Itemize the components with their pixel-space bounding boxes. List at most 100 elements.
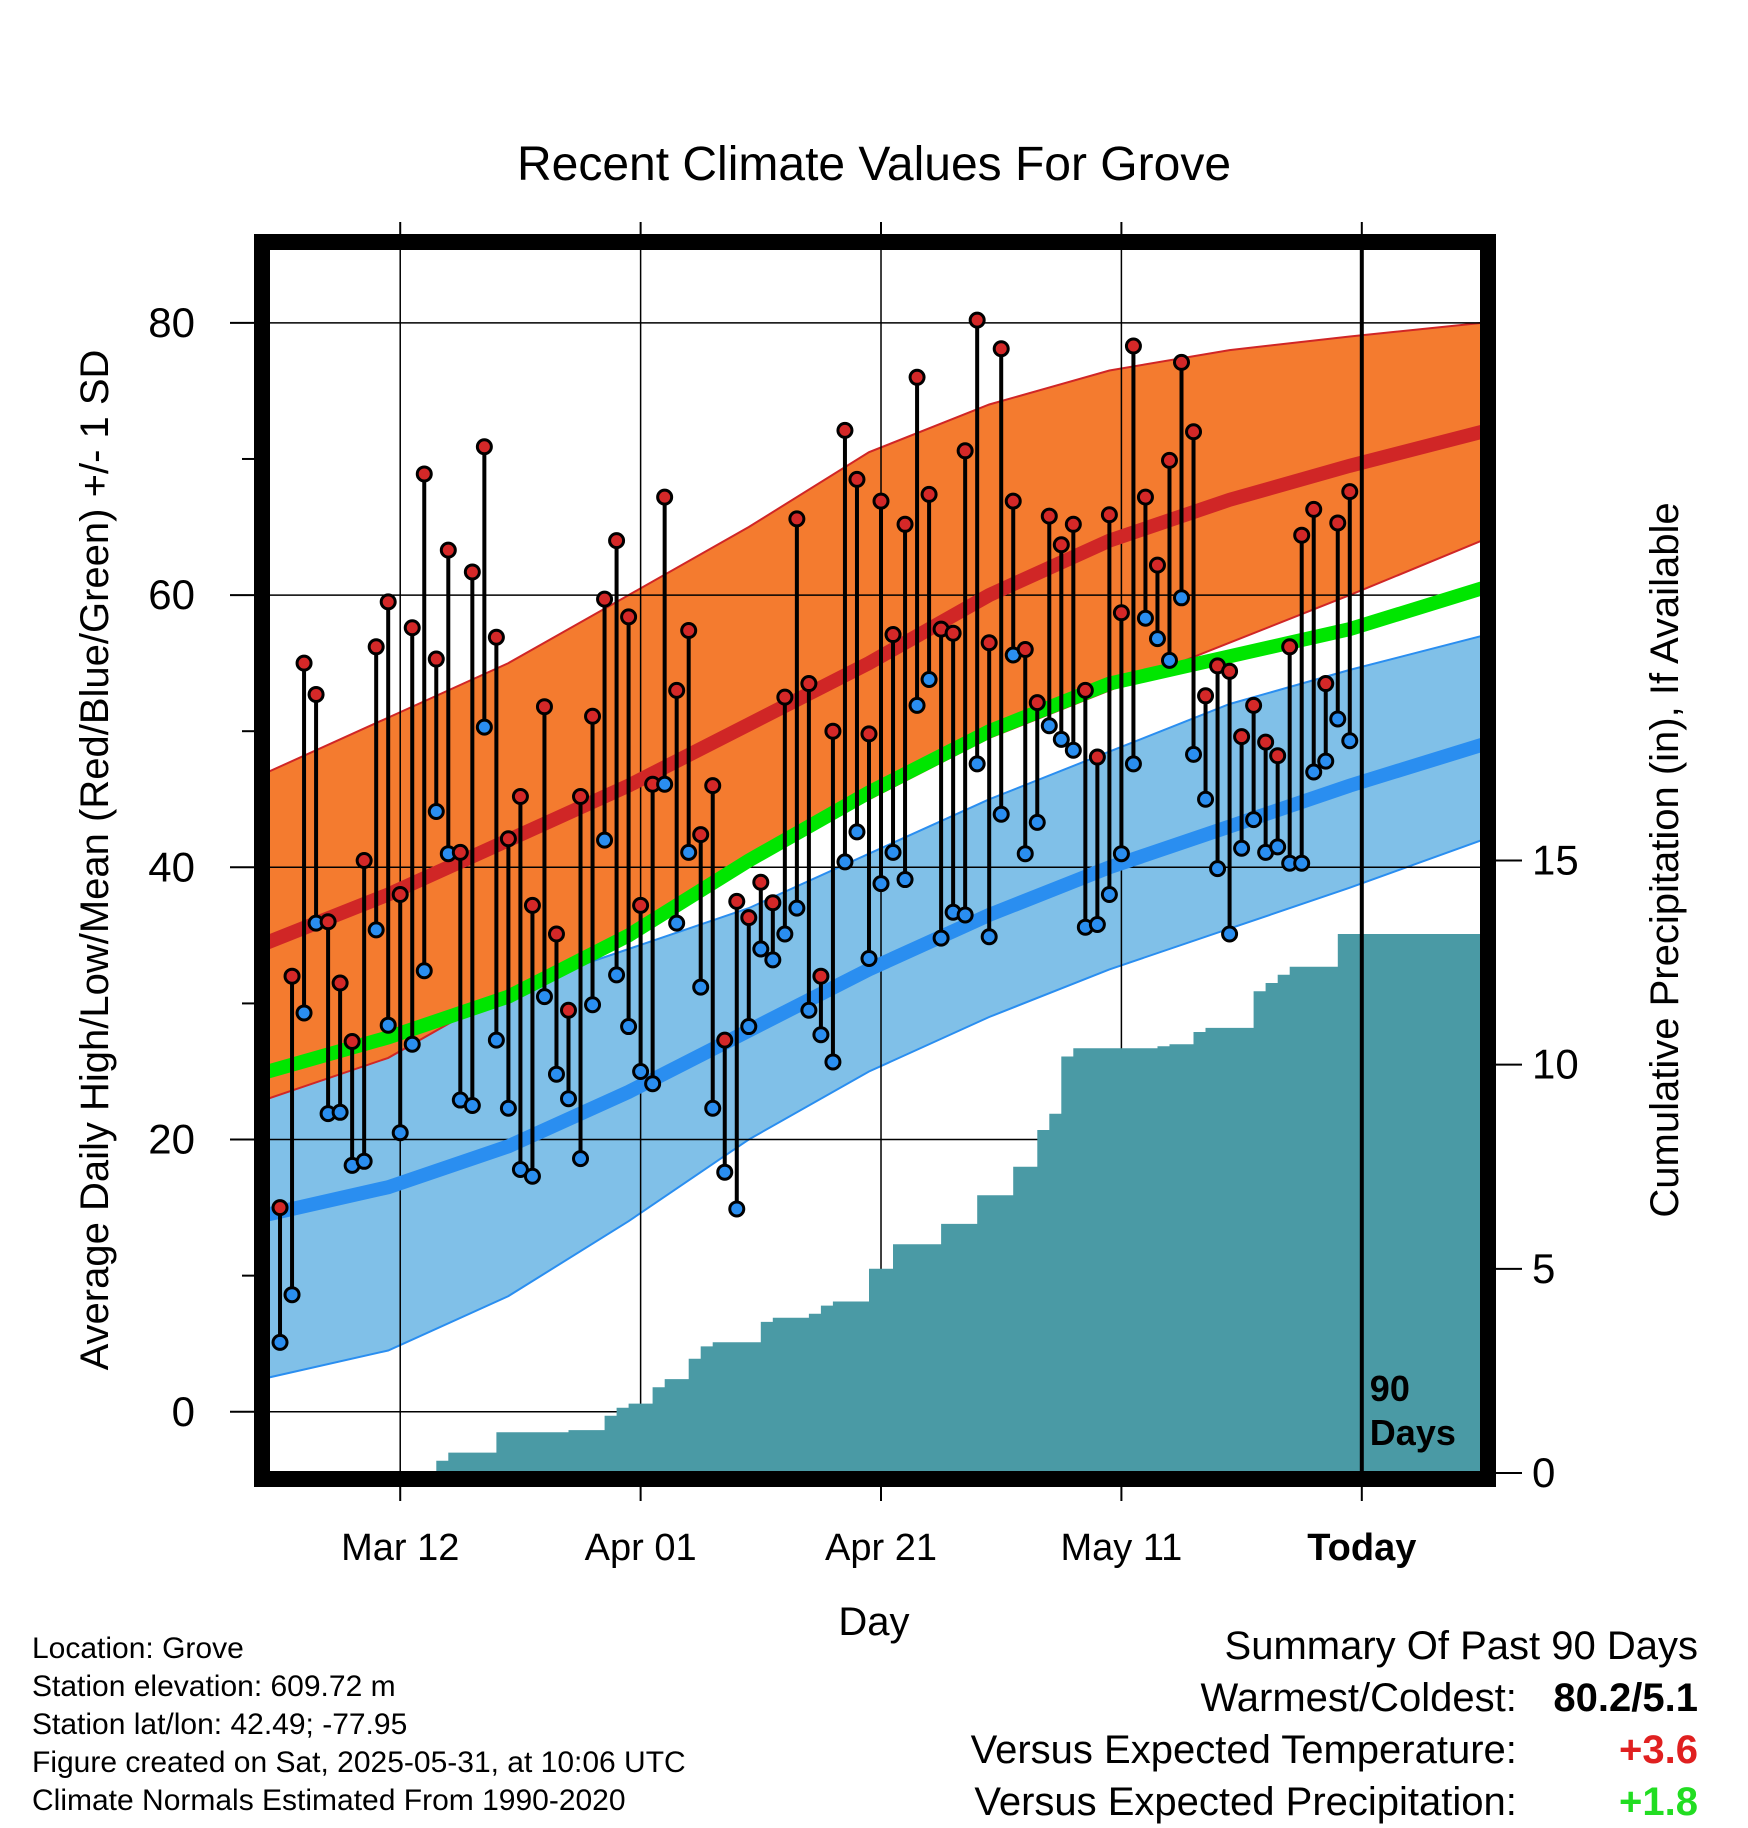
high-temp-point xyxy=(451,843,469,861)
high-temp-point xyxy=(295,654,313,672)
high-temp-point xyxy=(728,892,746,910)
low-temp-point xyxy=(559,1090,577,1108)
high-temp-point xyxy=(1221,662,1239,680)
high-temp-point xyxy=(535,698,553,716)
low-temp-point xyxy=(415,962,433,980)
high-temp-point xyxy=(331,974,349,992)
low-temp-point xyxy=(860,950,878,967)
high-temp-point xyxy=(584,707,602,725)
low-temp-point xyxy=(980,928,998,946)
low-temp-point xyxy=(788,899,806,917)
low-temp-point xyxy=(1185,745,1203,763)
low-temp-point xyxy=(1016,845,1034,863)
high-temp-point xyxy=(788,510,806,528)
high-temp-point xyxy=(596,590,614,608)
high-temp-point xyxy=(872,492,890,510)
precip-area xyxy=(268,934,1482,1473)
high-temp-point xyxy=(1148,556,1166,574)
high-temp-point xyxy=(716,1031,734,1049)
high-temp-point xyxy=(812,967,830,985)
low-temp-point xyxy=(992,805,1010,823)
low-temp-point xyxy=(499,1099,517,1117)
low-temp-point xyxy=(403,1035,421,1053)
low-temp-point xyxy=(1112,845,1130,863)
chart-title: Recent Climate Values For Grove xyxy=(517,138,1231,191)
high-temp-point xyxy=(656,488,674,506)
y-tick-label: 0 xyxy=(172,1388,195,1435)
low-temp-point xyxy=(656,775,674,793)
x-tick-label: Apr 21 xyxy=(825,1527,937,1569)
high-temp-point xyxy=(800,675,818,693)
high-temp-point xyxy=(980,634,998,652)
high-temp-point xyxy=(1028,694,1046,712)
high-temp-point xyxy=(740,909,758,927)
low-temp-point xyxy=(584,996,602,1014)
high-temp-point xyxy=(1088,748,1106,766)
x-tick-label: Apr 01 xyxy=(585,1527,697,1569)
high-temp-point xyxy=(379,593,397,611)
low-temp-point xyxy=(632,1062,650,1080)
x-axis-label: Day xyxy=(838,1600,909,1644)
summary-panel: Summary Of Past 90 Days Warmest/Coldest:… xyxy=(971,1620,1698,1828)
low-temp-point xyxy=(728,1200,746,1218)
low-temp-point xyxy=(956,906,974,924)
low-temp-point xyxy=(1221,925,1239,943)
summary-warmest-row: Warmest/Coldest: 80.2/5.1 xyxy=(971,1672,1699,1724)
high-temp-point xyxy=(487,628,505,646)
y-axis-label: Average Daily High/Low/Mean (Red/Blue/Gr… xyxy=(73,350,117,1371)
high-temp-point xyxy=(1269,747,1287,765)
high-temp-point xyxy=(752,873,770,891)
summary-title: Summary Of Past 90 Days xyxy=(1224,1624,1698,1668)
low-temp-point xyxy=(1160,651,1178,669)
low-temp-point xyxy=(1124,755,1142,773)
plot-frame xyxy=(254,234,1496,1487)
high-temp-point xyxy=(680,621,698,639)
low-temp-point xyxy=(283,1286,301,1304)
high-temp-point xyxy=(475,438,493,456)
temp-anomaly-value: +3.6 xyxy=(1619,1728,1698,1772)
today-marker-label: 90 Days xyxy=(1370,1368,1456,1453)
high-temp-point xyxy=(523,896,541,914)
high-temp-point xyxy=(1305,500,1323,518)
low-temp-point xyxy=(1269,838,1287,856)
high-temp-point xyxy=(572,788,590,806)
high-temp-point xyxy=(1016,641,1034,659)
low-temp-point xyxy=(463,1097,481,1114)
low-temp-point xyxy=(920,670,938,688)
high-temp-point xyxy=(463,563,481,581)
precip-anomaly-label: Versus Expected Precipitation: xyxy=(974,1780,1517,1824)
station-info: Location: Grove Station elevation: 609.7… xyxy=(32,1630,686,1820)
high-temp-point xyxy=(1160,451,1178,469)
warmest-value: 80.2/5.1 xyxy=(1553,1676,1698,1720)
low-temp-point xyxy=(1305,763,1323,781)
low-temp-point xyxy=(692,978,710,996)
high-temp-point xyxy=(704,777,722,795)
low-temp-point xyxy=(716,1163,734,1181)
normals-text: Climate Normals Estimated From 1990-2020 xyxy=(32,1784,626,1817)
low-temp-point xyxy=(884,843,902,861)
low-temp-point xyxy=(572,1150,590,1168)
low-temp-point xyxy=(331,1103,349,1121)
high-temp-point xyxy=(1136,488,1154,506)
high-temp-point xyxy=(1257,733,1275,751)
low-temp-point xyxy=(608,966,626,984)
low-temp-point xyxy=(355,1152,373,1170)
low-temp-point xyxy=(908,696,926,714)
high-temp-point xyxy=(956,442,974,460)
high-temp-point xyxy=(1233,728,1251,746)
y2-axis-label: Cumulative Precipitation (in), If Availa… xyxy=(1643,502,1687,1217)
high-temp-point xyxy=(427,650,445,668)
y-tick-label: 20 xyxy=(148,1116,195,1163)
high-temp-point xyxy=(620,608,638,626)
summary-temp-row: Versus Expected Temperature: +3.6 xyxy=(971,1724,1698,1776)
high-temp-point xyxy=(343,1033,361,1051)
high-temp-point xyxy=(1293,526,1311,544)
plot-clip-group: 90 Days xyxy=(268,248,1482,1473)
high-temp-point xyxy=(319,913,337,931)
y-tick-label: 60 xyxy=(148,571,195,618)
created-text: Figure created on Sat, 2025-05-31, at 10… xyxy=(32,1746,686,1779)
high-temp-point xyxy=(632,896,650,914)
low-temp-point xyxy=(1197,790,1215,808)
high-temp-point xyxy=(1173,353,1191,371)
high-temp-point xyxy=(668,681,686,699)
